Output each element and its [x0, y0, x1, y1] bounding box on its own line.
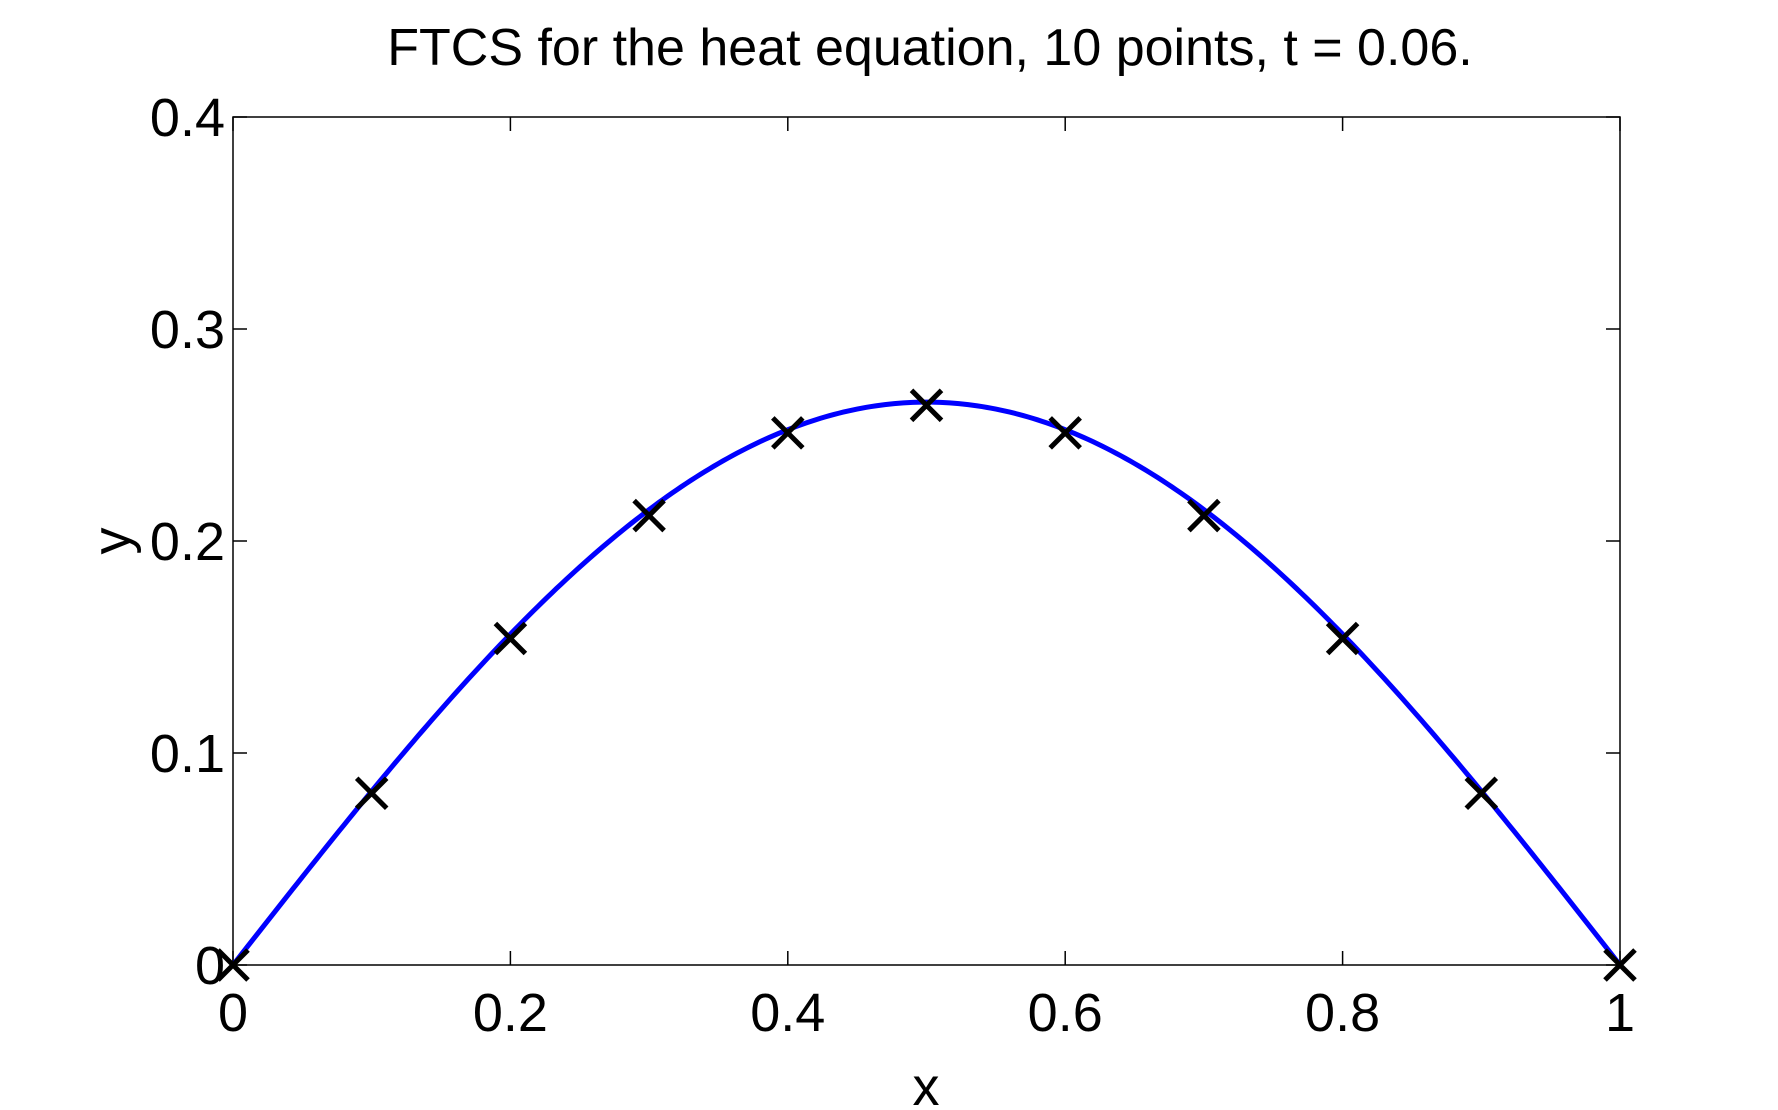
data-point-marker	[771, 416, 805, 450]
data-point-marker	[1048, 416, 1082, 450]
data-point-marker	[1325, 621, 1360, 656]
x-tick-label: 1	[1605, 983, 1635, 1043]
x-tick-label: 0	[218, 983, 248, 1043]
grid-point-markers	[216, 388, 1637, 982]
solution-curve	[231, 399, 1622, 967]
y-tick-label: 0.2	[150, 512, 225, 572]
chart-title: FTCS for the heat equation, 10 points, t…	[387, 19, 1472, 77]
y-tick-label: 0.3	[150, 300, 225, 360]
data-point-marker	[1187, 498, 1221, 533]
x-axis-title: x	[913, 1057, 940, 1110]
data-point-marker	[1464, 776, 1499, 811]
data-point-marker	[493, 621, 528, 656]
plot-area	[216, 116, 1637, 982]
axes-box	[232, 116, 1621, 966]
data-point-marker	[354, 776, 389, 811]
x-ticks	[232, 117, 1621, 965]
x-tick-label: 0.4	[750, 983, 825, 1043]
y-tick-labels: 0 0.1 0.2 0.3 0.4	[150, 88, 225, 996]
x-tick-label: 0.8	[1305, 983, 1380, 1043]
data-point-marker	[1603, 948, 1637, 982]
y-axis-title: y	[82, 528, 142, 555]
x-tick-label: 0.2	[473, 983, 548, 1043]
y-tick-label: 0.4	[150, 88, 225, 148]
x-tick-label: 0.6	[1028, 983, 1103, 1043]
y-ticks	[233, 116, 1620, 966]
data-point-marker	[216, 948, 250, 982]
y-tick-label: 0	[195, 936, 225, 996]
data-point-marker	[909, 388, 944, 423]
data-point-marker	[632, 498, 666, 533]
y-tick-label: 0.1	[150, 724, 225, 784]
x-tick-labels: 0 0.2 0.4 0.6 0.8 1	[218, 983, 1635, 1043]
